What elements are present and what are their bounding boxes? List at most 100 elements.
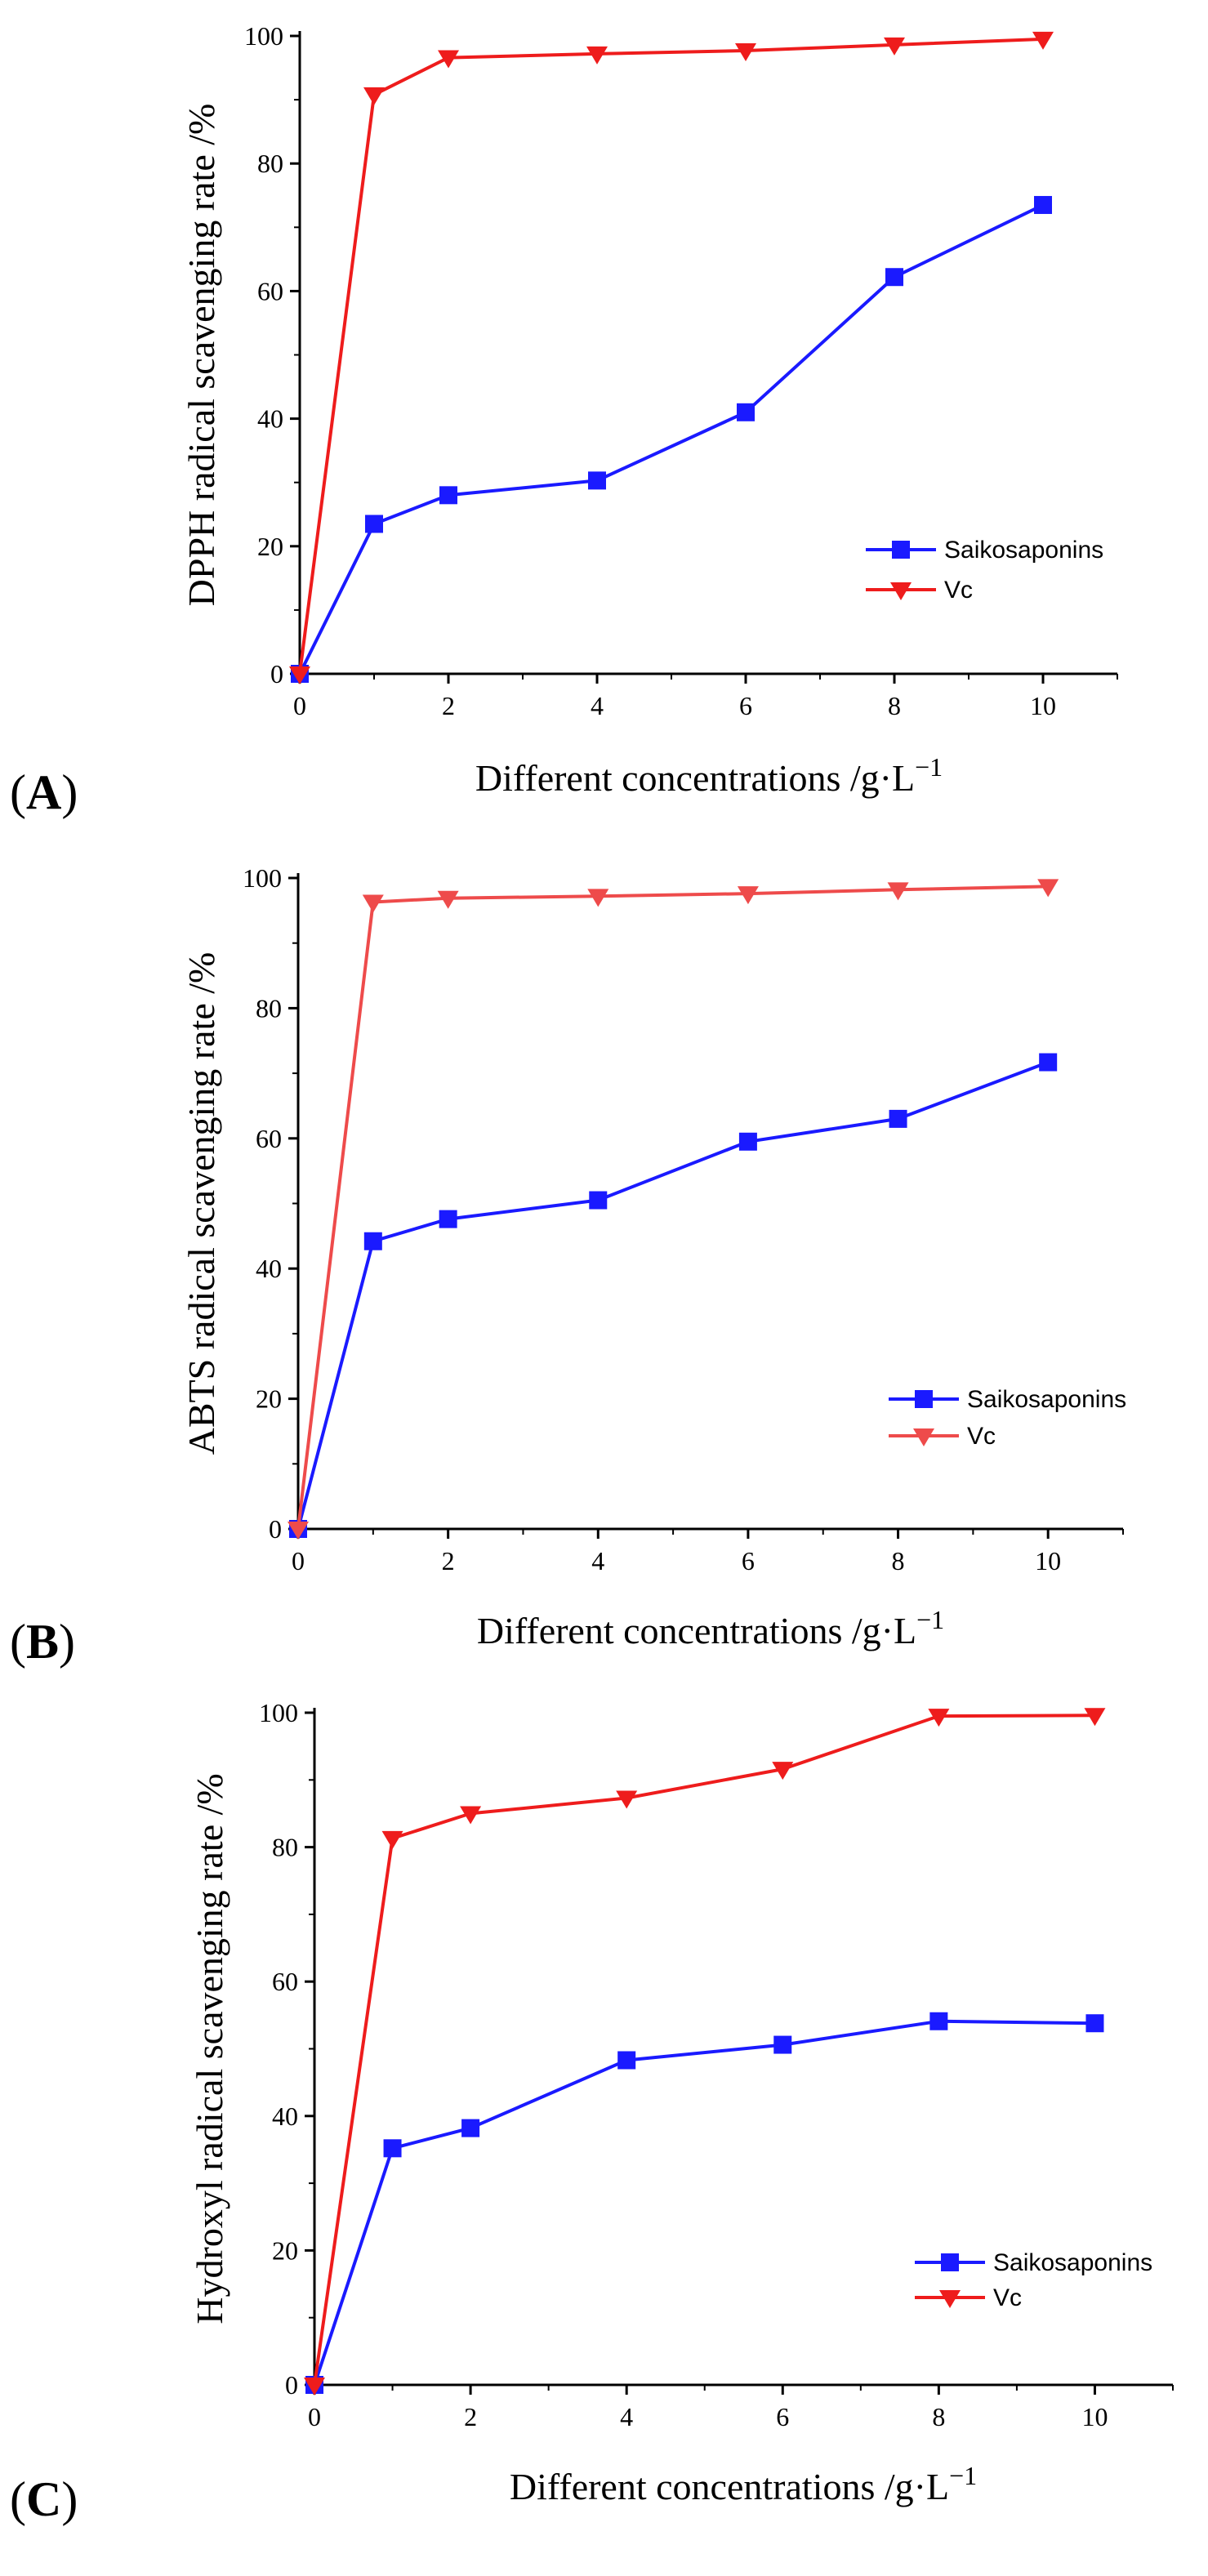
- x-tick-label: 6: [739, 691, 752, 720]
- x-tick-label: 0: [293, 691, 306, 720]
- legend-marker-triangle: [913, 1428, 934, 1446]
- data-point-saikosaponins: [889, 1109, 907, 1128]
- x-tick-label: 8: [932, 2402, 945, 2431]
- x-axis-title-superscript: −1: [916, 1605, 944, 1634]
- x-axis-title: Different concentrations /g·L−1: [510, 2461, 977, 2507]
- series-line-saikosaponins: [298, 203, 1044, 675]
- panel-label-close: ): [59, 1615, 75, 1669]
- x-tick-label: 4: [620, 2402, 633, 2431]
- x-tick-label: 10: [1030, 691, 1056, 720]
- y-tick-label: 0: [269, 1514, 282, 1544]
- data-point-saikosaponins: [439, 486, 457, 505]
- data-point-saikosaponins: [737, 403, 755, 421]
- panel-label-open: (: [10, 2472, 26, 2526]
- legend-marker-square: [892, 541, 910, 559]
- data-point-vc: [437, 890, 459, 909]
- y-tick-label: 100: [259, 1698, 298, 1727]
- x-tick-label: 6: [776, 2402, 789, 2431]
- data-point-saikosaponins: [773, 2035, 792, 2054]
- x-axis-title-superscript: −1: [915, 752, 943, 782]
- chart-panel-A: 0 20 40 60 80 100 0 2 4 6 8 10 Different concentrati…: [10, 21, 1118, 819]
- x-tick-label: 8: [892, 1546, 905, 1575]
- legend-marker-triangle: [890, 582, 912, 600]
- data-point-saikosaponins: [589, 1191, 608, 1210]
- data-point-saikosaponins: [365, 515, 383, 533]
- series-line-vc: [296, 885, 1049, 1530]
- y-axis-title: Hydroxyl radical scavenging rate /%: [189, 1773, 230, 2324]
- x-axis-title: Different concentrations /g·L−1: [477, 1605, 944, 1651]
- data-point-vc: [772, 1762, 794, 1780]
- panel-label: (A): [10, 765, 78, 819]
- panel-label-letter: A: [26, 765, 61, 819]
- panel-label: (B): [10, 1615, 75, 1669]
- x-tick-label: 0: [292, 1546, 305, 1575]
- panel-label-letter: C: [26, 2472, 61, 2526]
- legend-marker-square: [941, 2253, 959, 2271]
- data-point-vc: [737, 886, 759, 905]
- x-axis-title: Different concentrations /g·L−1: [475, 752, 943, 799]
- data-point-vc: [363, 87, 385, 105]
- data-point-vc: [289, 666, 310, 684]
- y-tick-label: 40: [272, 2101, 298, 2131]
- data-point-saikosaponins: [588, 471, 606, 490]
- data-point-vc: [1032, 31, 1054, 50]
- data-point-saikosaponins: [738, 1132, 757, 1151]
- y-tick-label: 80: [272, 1833, 298, 1862]
- x-axis-title-text: Different concentrations /g·L: [477, 1610, 916, 1651]
- x-tick-label: 4: [591, 691, 604, 720]
- y-tick-label: 80: [256, 993, 282, 1023]
- data-point-vc: [928, 1709, 950, 1727]
- panel-label-close: ): [61, 2472, 78, 2526]
- chart-panel-C: 0 20 40 60 80 100 0 2 4 6 8 10 Different concentrati…: [10, 1698, 1174, 2526]
- data-point-vc: [288, 1522, 309, 1540]
- data-point-saikosaponins: [929, 2012, 948, 2030]
- data-point-vc: [616, 1790, 638, 1809]
- legend-label: Saikosaponins: [993, 2249, 1152, 2276]
- data-point-saikosaponins: [1085, 2014, 1104, 2033]
- data-point-saikosaponins: [461, 2119, 480, 2137]
- data-point-vc: [362, 894, 384, 913]
- data-point-vc: [304, 2378, 325, 2396]
- y-tick-label: 0: [270, 659, 283, 689]
- legend-label: Vc: [944, 577, 973, 604]
- panel-label-open: (: [10, 1615, 26, 1669]
- data-point-saikosaponins: [439, 1210, 457, 1228]
- y-axis-title: ABTS radical scavenging rate /%: [181, 952, 222, 1455]
- data-point-saikosaponins: [1034, 195, 1052, 214]
- legend-label: Saikosaponins: [944, 537, 1103, 564]
- data-point-saikosaponins: [885, 268, 903, 287]
- x-tick-label: 2: [464, 2402, 477, 2431]
- x-tick-label: 2: [442, 1546, 455, 1575]
- legend-label: Vc: [993, 2284, 1022, 2311]
- data-point-vc: [1037, 879, 1059, 898]
- data-point-vc: [735, 42, 756, 61]
- x-axis-title-text: Different concentrations /g·L: [510, 2466, 949, 2507]
- x-tick-label: 2: [442, 691, 455, 720]
- data-point-vc: [460, 1806, 482, 1825]
- x-tick-label: 6: [742, 1546, 755, 1575]
- panel-label-close: ): [61, 765, 78, 819]
- y-axis-title: DPPH radical scavenging rate /%: [181, 104, 222, 607]
- y-tick-label: 100: [244, 21, 283, 51]
- data-point-saikosaponins: [617, 2051, 636, 2070]
- data-point-vc: [887, 882, 909, 901]
- series-line-vc: [313, 1714, 1095, 2386]
- panel-label: (C): [10, 2472, 78, 2526]
- data-point-vc: [884, 37, 905, 56]
- x-tick-label: 4: [591, 1546, 604, 1575]
- data-point-vc: [586, 46, 608, 65]
- y-tick-label: 20: [272, 2235, 298, 2265]
- y-tick-label: 40: [256, 1254, 282, 1283]
- x-tick-label: 8: [888, 691, 901, 720]
- y-tick-label: 40: [257, 404, 283, 434]
- data-point-vc: [381, 1830, 403, 1849]
- panel-label-open: (: [10, 765, 26, 819]
- data-point-vc: [438, 50, 459, 69]
- x-tick-label: 0: [308, 2402, 321, 2431]
- series-line-saikosaponins: [296, 1060, 1049, 1530]
- y-tick-label: 20: [256, 1384, 282, 1414]
- data-point-vc: [587, 889, 609, 907]
- chart-panel-B: 0 20 40 60 80 100 0 2 4 6 8 10 Different concentrati…: [10, 863, 1126, 1669]
- data-point-saikosaponins: [1039, 1053, 1058, 1072]
